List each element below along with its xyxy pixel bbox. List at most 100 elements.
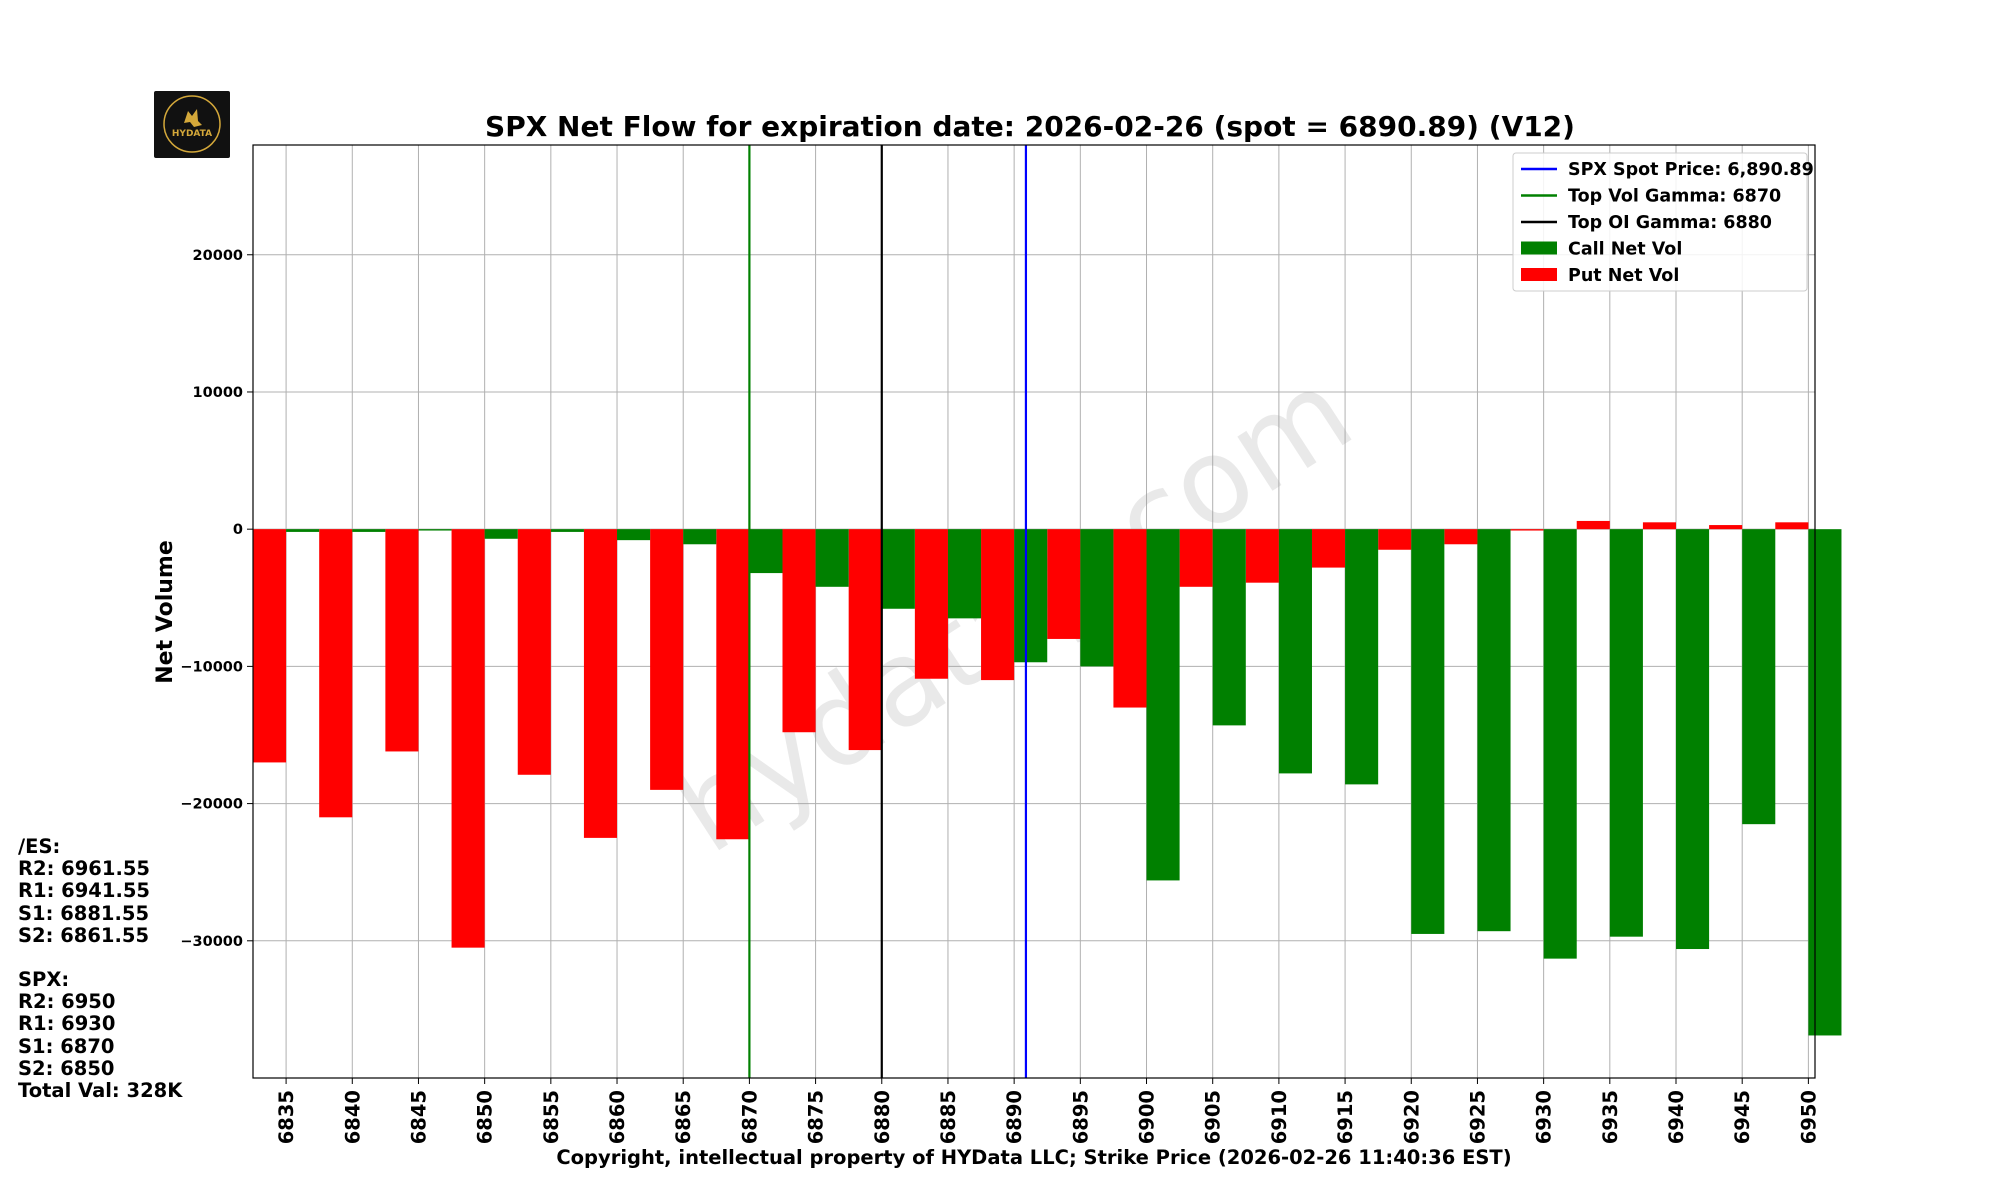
x-tick-label: 6930 xyxy=(1533,1090,1556,1144)
put-bar-6925 xyxy=(1444,529,1478,545)
put-bar-6890 xyxy=(981,529,1015,681)
y-axis-ticks: −30000 −20000 −10000 0 10000 20000 xyxy=(180,248,253,950)
x-tick-label: 6945 xyxy=(1731,1090,1754,1144)
put-bar-6875 xyxy=(782,529,816,733)
put-bar-6940 xyxy=(1642,522,1677,530)
y-tick-label: −10000 xyxy=(180,659,243,675)
es-level-s1: S1: 6881.55 xyxy=(18,901,150,925)
put-bar-6920 xyxy=(1378,529,1412,550)
x-tick-label: 6855 xyxy=(540,1090,563,1144)
plot-frame xyxy=(252,144,1816,1079)
x-tick-label: 6865 xyxy=(672,1090,695,1144)
put-bar-6930 xyxy=(1510,529,1544,531)
y-tick-label: −30000 xyxy=(180,934,243,950)
put-bar-6860 xyxy=(583,529,618,838)
call-bar-6865 xyxy=(683,529,717,545)
call-bar-6930 xyxy=(1543,529,1577,959)
y-axis-label: Net Volume xyxy=(153,540,178,684)
put-bar-6950 xyxy=(1775,522,1809,530)
call-bar-6880 xyxy=(881,529,915,609)
put-bar-6880 xyxy=(848,529,882,751)
spx-level-r2: R2: 6950 xyxy=(18,990,116,1014)
x-tick-label: 6910 xyxy=(1268,1090,1291,1144)
y-tick-label: 20000 xyxy=(193,248,243,264)
put-bar-6855 xyxy=(517,529,551,775)
call-bar-6900 xyxy=(1146,529,1180,881)
put-bar-6910 xyxy=(1245,529,1279,583)
x-axis-ticks: 6835 6840 6845 6850 6855 6860 6865 6870 6875 6880… xyxy=(275,1078,1820,1144)
x-tick-label: 6915 xyxy=(1334,1090,1357,1144)
call-bar-6920 xyxy=(1411,529,1445,934)
put-bar-6840 xyxy=(319,529,353,818)
put-bar-6885 xyxy=(914,529,948,679)
es-level-r1: R1: 6941.55 xyxy=(18,879,150,903)
x-tick-label: 6870 xyxy=(738,1090,761,1144)
legend-swatch-patch xyxy=(1521,241,1557,255)
call-bar-6905 xyxy=(1212,529,1246,726)
call-bar-6885 xyxy=(947,529,982,619)
call-bar-6860 xyxy=(617,529,651,541)
put-bar-6905 xyxy=(1179,529,1213,587)
call-bar-6845 xyxy=(418,529,452,531)
x-tick-label: 6920 xyxy=(1400,1090,1423,1144)
call-bar-6945 xyxy=(1742,529,1776,825)
legend-label: Top Vol Gamma: 6870 xyxy=(1568,187,1781,207)
reference-lines xyxy=(748,145,1028,1078)
bars xyxy=(253,520,1842,1036)
put-bar-6845 xyxy=(385,529,419,752)
x-tick-label: 6900 xyxy=(1136,1090,1159,1144)
call-bar-6895 xyxy=(1080,529,1114,667)
y-tick-label: 0 xyxy=(233,522,243,538)
total-value: Total Val: 328K xyxy=(18,1079,183,1103)
x-tick-label: 6890 xyxy=(1003,1090,1026,1144)
y-tick-label: −20000 xyxy=(180,797,243,813)
x-tick-label: 6935 xyxy=(1599,1090,1622,1144)
x-tick-label: 6850 xyxy=(474,1090,497,1144)
x-tick-label: 6895 xyxy=(1069,1090,1092,1144)
call-bar-6890 xyxy=(1014,529,1048,663)
es-level-r2: R2: 6961.55 xyxy=(18,857,150,881)
x-tick-label: 6940 xyxy=(1665,1090,1688,1144)
put-bar-6850 xyxy=(451,529,485,948)
x-tick-label: 6925 xyxy=(1466,1090,1489,1144)
hydata-logo: HYDATA xyxy=(154,91,230,158)
x-tick-label: 6885 xyxy=(937,1090,960,1144)
x-tick-label: 6840 xyxy=(341,1090,364,1144)
put-bar-6865 xyxy=(650,529,684,790)
y-tick-label: 10000 xyxy=(193,385,243,401)
x-tick-label: 6950 xyxy=(1797,1090,1820,1144)
spx-level-r1: R1: 6930 xyxy=(18,1012,116,1036)
legend: SPX Spot Price: 6,890.89 Top Vol Gamma: 6… xyxy=(1512,152,1814,292)
x-tick-label: 6875 xyxy=(805,1090,828,1144)
put-bar-6835 xyxy=(253,529,287,763)
put-bar-6935 xyxy=(1576,520,1610,530)
call-bar-6940 xyxy=(1676,529,1710,950)
put-bar-6945 xyxy=(1709,525,1743,530)
x-axis-label: Copyright, intellectual property of HYDa… xyxy=(556,1146,1511,1169)
x-tick-label: 6880 xyxy=(871,1090,894,1144)
spx-levels-header: SPX: xyxy=(18,968,70,992)
call-bar-6855 xyxy=(550,529,584,532)
legend-frame xyxy=(1512,152,1808,292)
call-bar-6870 xyxy=(749,529,783,574)
spx-level-s2: S2: 6850 xyxy=(18,1056,115,1080)
es-levels-header: /ES: xyxy=(18,835,61,858)
call-bar-6915 xyxy=(1345,529,1379,785)
levels-panel: /ES: R2: 6961.55 R1: 6941.55 S1: 6881.55… xyxy=(18,835,183,1103)
spx-level-s1: S1: 6870 xyxy=(18,1034,115,1058)
call-bar-6875 xyxy=(815,529,849,587)
call-bar-6950 xyxy=(1808,529,1842,1036)
chart-title: SPX Net Flow for expiration date: 2026-0… xyxy=(485,110,1575,143)
put-bar-6915 xyxy=(1311,529,1346,568)
x-tick-label: 6835 xyxy=(275,1090,298,1144)
put-bar-6895 xyxy=(1047,529,1081,639)
legend-label: Put Net Vol xyxy=(1568,266,1679,286)
put-bar-6870 xyxy=(716,529,750,840)
call-bar-6835 xyxy=(286,529,320,532)
legend-swatch-patch xyxy=(1521,268,1557,281)
call-bar-6840 xyxy=(352,529,386,532)
call-bar-6935 xyxy=(1609,529,1643,937)
es-level-s2: S2: 6861.55 xyxy=(18,923,150,947)
legend-label: Call Net Vol xyxy=(1568,240,1682,260)
